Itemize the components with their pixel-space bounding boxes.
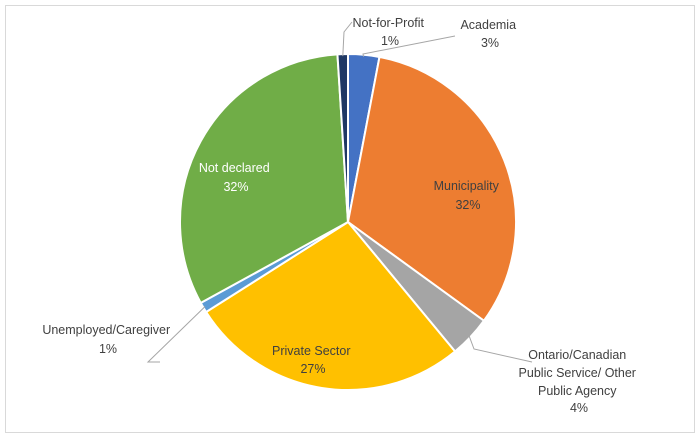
leader-academia [362, 35, 456, 57]
leader-public-service [468, 335, 533, 363]
pie-slice-municipality [346, 55, 517, 323]
leader-lines [146, 21, 533, 363]
label-municipality: Municipality 32% [434, 179, 503, 212]
label-public-service: Ontario/Canadian Public Service/ Other P… [519, 348, 640, 415]
leader-unemployed-caregiver [146, 306, 206, 363]
leader-not-for-profit [342, 21, 353, 57]
pie-slice-private-sector [204, 220, 457, 392]
label-private-sector: Private Sector 27% [272, 344, 354, 376]
pie-slices [179, 52, 517, 392]
label-academia: Academia 3% [460, 18, 519, 50]
label-not-declared: Not declared 32% [199, 161, 273, 194]
pie-slice-not-declared [179, 53, 350, 305]
label-unemployed-caregiver: Unemployed/Caregiver 1% [42, 323, 173, 356]
label-not-for-profit: Not-for-Profit 1% [352, 16, 427, 48]
